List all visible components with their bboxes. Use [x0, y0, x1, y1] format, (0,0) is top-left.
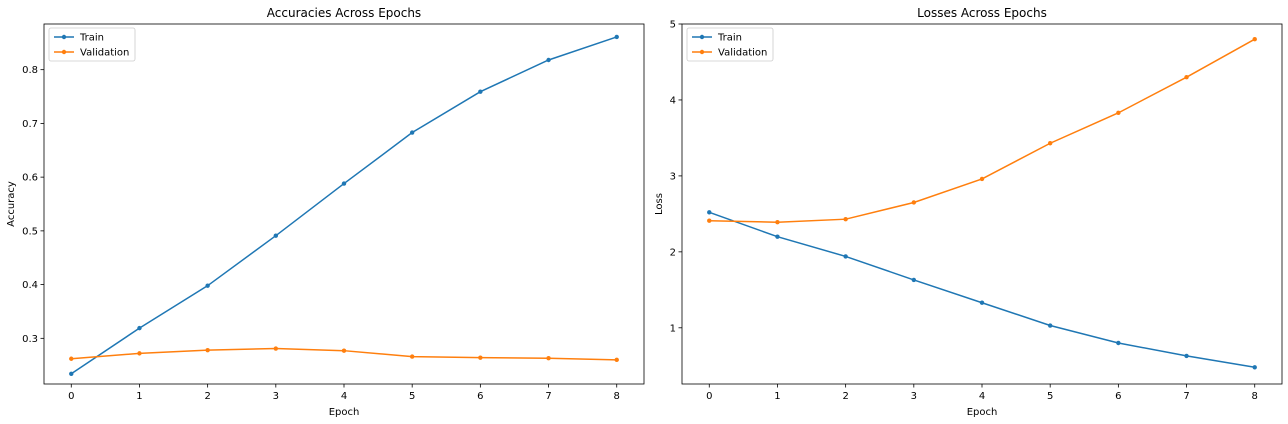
- accuracy-legend-train-label: Train: [79, 33, 104, 44]
- loss-train-point: [911, 277, 917, 283]
- accuracy-x-tick-label: 4: [341, 391, 347, 402]
- accuracy-train-point: [137, 325, 142, 331]
- accuracy-train-point: [205, 283, 210, 288]
- loss-y-tick-label: 5: [670, 20, 676, 31]
- loss-series-validation-line: [709, 38, 1256, 223]
- accuracy-y-tick-label: 0.5: [22, 226, 38, 237]
- accuracy-validation-point: [409, 354, 415, 359]
- loss-chart-panel: Losses Across Epochs 0 1 2 3 4 5 6 7 8 1 2 3 4 5 Epoch L…: [654, 6, 1283, 418]
- loss-train-point: [775, 234, 780, 239]
- accuracy-train-point: [273, 233, 279, 238]
- loss-x-tick-label: 7: [1183, 391, 1189, 402]
- loss-validation-point: [979, 176, 985, 182]
- loss-train-point: [1047, 323, 1053, 328]
- accuracy-validation-point: [614, 357, 619, 363]
- loss-validation-point: [707, 218, 712, 223]
- accuracy-train-point: [409, 130, 415, 135]
- loss-x-tick-label: 5: [1047, 391, 1053, 402]
- loss-y-tick-label: 1: [670, 323, 676, 334]
- accuracy-train-point: [614, 34, 619, 40]
- loss-x-tick-label: 1: [774, 391, 780, 402]
- accuracy-x-tick-label: 5: [409, 391, 415, 402]
- loss-chart-title: Losses Across Epochs: [917, 6, 1047, 20]
- accuracy-x-tick-label: 3: [273, 391, 279, 402]
- loss-legend-train-label: Train: [717, 33, 742, 44]
- accuracy-y-tick-label: 0.8: [22, 65, 38, 76]
- loss-y-tick-label: 4: [670, 95, 676, 106]
- loss-x-tick-label: 6: [1115, 391, 1121, 402]
- loss-validation-point: [775, 220, 780, 225]
- loss-x-tick-label: 3: [911, 391, 917, 402]
- loss-validation-point: [1116, 110, 1121, 116]
- loss-x-axis-label: Epoch: [967, 407, 998, 418]
- loss-series-train-line: [709, 211, 1255, 369]
- loss-axes-frame: [681, 23, 1283, 385]
- loss-train-point: [1184, 353, 1189, 359]
- accuracy-validation-point: [137, 351, 142, 356]
- accuracy-legend-validation-label: Validation: [80, 48, 129, 59]
- loss-validation-point: [911, 200, 917, 205]
- accuracy-y-tick-label: 0.6: [22, 173, 38, 184]
- accuracy-chart-panel: Accuracies Across Epochs 0 1 2 3 4 5 6 7 8 0.3 0.4 0…: [6, 6, 645, 418]
- loss-train-point: [707, 210, 712, 215]
- loss-y-tick-label: 2: [670, 247, 676, 258]
- accuracy-y-tick-label: 0.4: [22, 280, 38, 291]
- loss-train-point: [979, 300, 985, 305]
- accuracy-y-tick-label: 0.7: [22, 119, 38, 130]
- loss-y-tick-label: 3: [670, 171, 676, 182]
- loss-x-tick-label: 0: [706, 391, 712, 402]
- loss-x-tick-label: 4: [979, 391, 985, 402]
- accuracy-train-point: [478, 89, 483, 94]
- loss-legend-validation-label: Validation: [718, 48, 767, 59]
- loss-legend-train-marker: [699, 34, 705, 40]
- accuracy-validation-point: [69, 356, 74, 361]
- accuracy-legend-train-marker: [61, 34, 67, 40]
- accuracy-legend-validation-marker: [61, 49, 67, 55]
- loss-train-point: [1252, 365, 1257, 370]
- accuracy-x-tick-label: 2: [204, 391, 210, 402]
- loss-x-tick-label: 8: [1252, 391, 1258, 402]
- loss-validation-point: [1047, 141, 1053, 146]
- accuracy-axes-frame: [43, 23, 645, 385]
- accuracy-x-tick-label: 0: [68, 391, 74, 402]
- accuracy-y-axis-label: Accuracy: [6, 181, 17, 227]
- loss-x-tick-label: 2: [842, 391, 848, 402]
- accuracy-validation-point: [273, 346, 279, 351]
- accuracy-x-tick-label: 1: [136, 391, 142, 402]
- accuracy-train-point: [341, 181, 347, 186]
- loss-validation-point: [843, 216, 848, 222]
- accuracy-validation-point: [478, 355, 483, 360]
- accuracy-x-tick-label: 8: [614, 391, 620, 402]
- accuracy-train-point: [546, 57, 551, 63]
- accuracy-y-tick-label: 0.3: [22, 334, 38, 345]
- loss-legend: Train Validation: [686, 27, 774, 62]
- accuracy-train-point: [69, 371, 74, 376]
- loss-train-point: [843, 254, 848, 259]
- accuracy-validation-point: [341, 348, 347, 353]
- loss-legend-validation-marker: [699, 49, 705, 55]
- accuracy-x-axis-label: Epoch: [329, 407, 360, 418]
- loss-train-point: [1116, 340, 1121, 346]
- loss-validation-point: [1184, 74, 1189, 80]
- accuracy-x-tick-label: 7: [545, 391, 551, 402]
- accuracy-validation-point: [205, 347, 210, 353]
- accuracy-x-tick-label: 6: [477, 391, 483, 402]
- accuracy-series-train-line: [70, 36, 617, 375]
- loss-validation-point: [1252, 36, 1257, 42]
- accuracy-chart-title: Accuracies Across Epochs: [267, 6, 421, 20]
- accuracy-legend: Train Validation: [48, 27, 136, 62]
- loss-y-axis-label: Loss: [654, 193, 665, 215]
- accuracy-validation-point: [546, 356, 551, 361]
